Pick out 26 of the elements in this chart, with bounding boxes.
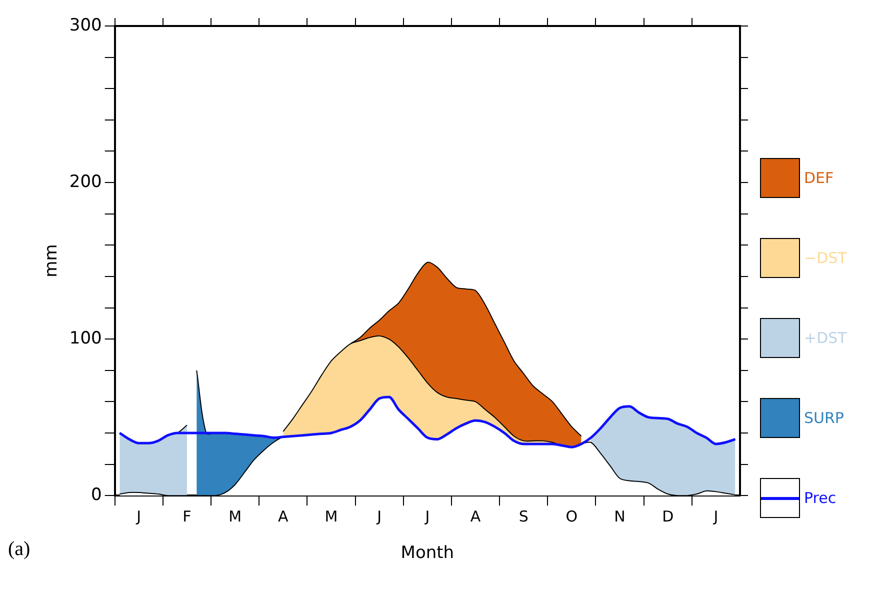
x-tick-label: S [518, 507, 528, 526]
x-tick-label: J [376, 507, 382, 526]
x-tick-label: F [182, 507, 192, 526]
x-tick-label: M [324, 507, 338, 526]
legend-label: Prec [804, 489, 836, 507]
line-series [118, 396, 736, 448]
text: (a) [8, 538, 30, 560]
x-axis-title: Month [400, 543, 454, 564]
x-tick-label: N [614, 507, 626, 526]
text: +DST [804, 329, 847, 347]
x-tick-label: J [424, 507, 430, 526]
y-tick-label: 200 [69, 172, 102, 192]
x-tick-label: M [228, 507, 242, 526]
x-tick-label: A [278, 507, 290, 526]
y-tick-label: 100 [69, 328, 102, 348]
y-axis-title: mm [42, 244, 62, 278]
x-tick-label: A [470, 507, 482, 526]
y-tick-label: 300 [69, 15, 102, 36]
y-tick-label: 0 [91, 485, 102, 506]
x-tick-label: O [566, 507, 578, 526]
text: −DST [804, 249, 847, 267]
x-tick-label: J [136, 507, 142, 526]
text: DEF [804, 169, 834, 187]
text: SURP [804, 409, 844, 427]
x-tick-label: D [662, 507, 674, 526]
x-tick-label: J [712, 507, 718, 526]
